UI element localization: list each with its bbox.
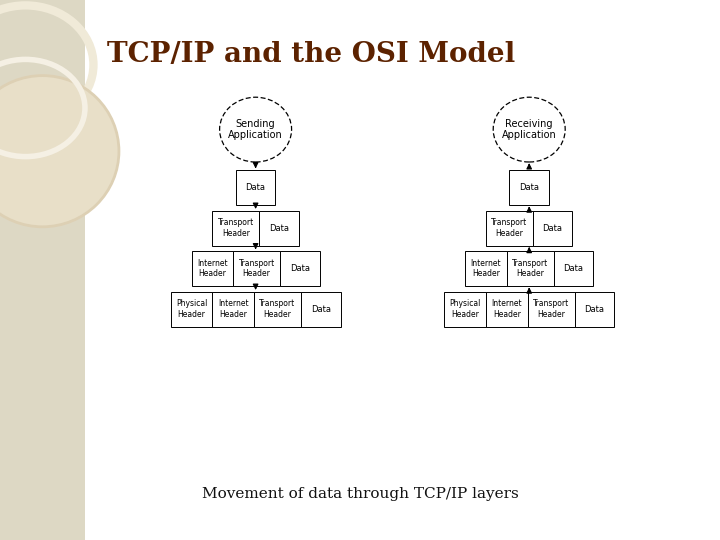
Text: Data: Data bbox=[290, 264, 310, 273]
FancyBboxPatch shape bbox=[301, 292, 341, 327]
FancyBboxPatch shape bbox=[259, 211, 299, 246]
FancyBboxPatch shape bbox=[554, 251, 593, 286]
FancyBboxPatch shape bbox=[236, 170, 275, 205]
FancyBboxPatch shape bbox=[171, 292, 212, 327]
Text: Data: Data bbox=[519, 183, 539, 192]
FancyBboxPatch shape bbox=[254, 292, 301, 327]
Text: Transport
Header: Transport Header bbox=[533, 300, 570, 319]
FancyBboxPatch shape bbox=[533, 211, 572, 246]
Text: Data: Data bbox=[543, 224, 562, 233]
Ellipse shape bbox=[493, 97, 565, 162]
Text: Movement of data through TCP/IP layers: Movement of data through TCP/IP layers bbox=[202, 487, 518, 501]
Text: TCP/IP and the OSI Model: TCP/IP and the OSI Model bbox=[107, 40, 515, 68]
Text: Internet
Header: Internet Header bbox=[218, 300, 248, 319]
FancyBboxPatch shape bbox=[192, 251, 233, 286]
FancyBboxPatch shape bbox=[510, 170, 549, 205]
Text: Transport
Header: Transport Header bbox=[238, 259, 275, 278]
Text: Data: Data bbox=[585, 305, 604, 314]
Text: Internet
Header: Internet Header bbox=[492, 300, 522, 319]
Ellipse shape bbox=[220, 97, 292, 162]
Text: Data: Data bbox=[311, 305, 330, 314]
Text: Transport
Header: Transport Header bbox=[217, 219, 254, 238]
Text: Physical
Header: Physical Header bbox=[449, 300, 481, 319]
FancyBboxPatch shape bbox=[444, 292, 486, 327]
Text: Transport
Header: Transport Header bbox=[491, 219, 528, 238]
Ellipse shape bbox=[0, 76, 119, 227]
Text: Receiving
Application: Receiving Application bbox=[502, 119, 557, 140]
FancyBboxPatch shape bbox=[465, 251, 507, 286]
FancyBboxPatch shape bbox=[233, 251, 280, 286]
Text: Transport
Header: Transport Header bbox=[512, 259, 549, 278]
Text: Physical
Header: Physical Header bbox=[176, 300, 207, 319]
Text: Transport
Header: Transport Header bbox=[259, 300, 296, 319]
FancyBboxPatch shape bbox=[575, 292, 614, 327]
Text: Data: Data bbox=[269, 224, 289, 233]
FancyBboxPatch shape bbox=[507, 251, 554, 286]
FancyBboxPatch shape bbox=[212, 292, 254, 327]
FancyBboxPatch shape bbox=[486, 292, 528, 327]
Bar bbox=[0, 0, 85, 540]
Text: Internet
Header: Internet Header bbox=[197, 259, 228, 278]
Text: Sending
Application: Sending Application bbox=[228, 119, 283, 140]
Text: Internet
Header: Internet Header bbox=[471, 259, 501, 278]
Text: Data: Data bbox=[564, 264, 583, 273]
FancyBboxPatch shape bbox=[212, 211, 259, 246]
FancyBboxPatch shape bbox=[486, 211, 533, 246]
Text: Data: Data bbox=[246, 183, 266, 192]
FancyBboxPatch shape bbox=[280, 251, 320, 286]
FancyBboxPatch shape bbox=[528, 292, 575, 327]
